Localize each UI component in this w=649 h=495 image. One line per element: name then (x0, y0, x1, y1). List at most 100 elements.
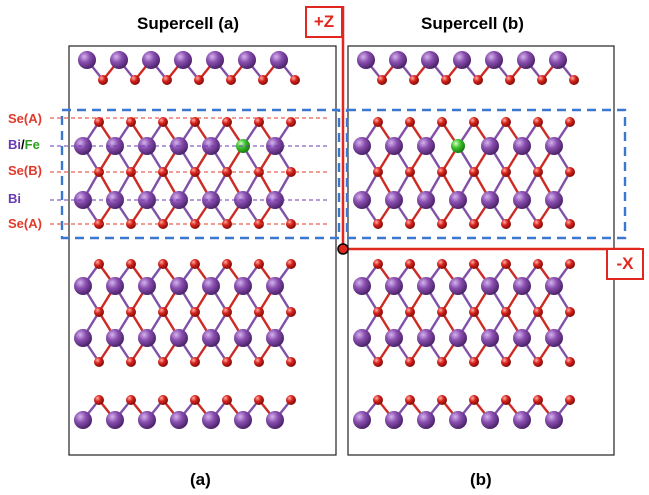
bi-atom (353, 137, 371, 155)
label-slash: / (21, 137, 25, 152)
bi-atom (138, 329, 156, 347)
bi-atom (202, 411, 220, 429)
se-atom (254, 167, 264, 177)
bi-atom (421, 51, 439, 69)
bi-atom (106, 277, 124, 295)
bi-atom (170, 329, 188, 347)
bi-atom (417, 411, 435, 429)
se-atom (94, 307, 104, 317)
bi-atom (234, 277, 252, 295)
se-atom (565, 117, 575, 127)
panel-b-caption: (b) (470, 470, 492, 489)
bi-atom (385, 191, 403, 209)
se-atom (437, 259, 447, 269)
se-atom (222, 117, 232, 127)
se-atom (565, 395, 575, 405)
se-atom (254, 117, 264, 127)
se-atom (469, 219, 479, 229)
bi-atom (449, 277, 467, 295)
se-atom (126, 395, 136, 405)
se-atom (190, 167, 200, 177)
se-atom (501, 259, 511, 269)
se-atom (565, 357, 575, 367)
bi-atom (266, 277, 284, 295)
label-se-a-bottom: Se(A) (8, 216, 42, 231)
bi-atom (202, 277, 220, 295)
bi-atom (357, 51, 375, 69)
label-bi-part: Bi (8, 137, 21, 152)
se-atom (501, 395, 511, 405)
bi-atom (170, 411, 188, 429)
bi-atom (385, 329, 403, 347)
se-atom (377, 75, 387, 85)
se-atom (533, 357, 543, 367)
supercell-a-frame (68, 45, 337, 456)
se-atom (222, 357, 232, 367)
bi-atom (234, 411, 252, 429)
se-atom (94, 117, 104, 127)
bi-atom (517, 51, 535, 69)
se-atom (158, 307, 168, 317)
se-atom (94, 357, 104, 367)
se-atom (286, 395, 296, 405)
se-atom (158, 117, 168, 127)
bi-atom (513, 411, 531, 429)
bi-atom (206, 51, 224, 69)
bi-atom (385, 411, 403, 429)
se-atom (473, 75, 483, 85)
bi-atom (481, 329, 499, 347)
se-atom (226, 75, 236, 85)
se-atom (565, 259, 575, 269)
se-atom (565, 167, 575, 177)
se-atom (469, 259, 479, 269)
bi-atom (545, 191, 563, 209)
se-atom (533, 117, 543, 127)
se-atom (373, 259, 383, 269)
se-atom (501, 167, 511, 177)
bi-atom (174, 51, 192, 69)
se-atom (190, 357, 200, 367)
bi-atom (238, 51, 256, 69)
se-atom (254, 219, 264, 229)
se-atom (162, 75, 172, 85)
se-atom (126, 117, 136, 127)
bi-atom (449, 329, 467, 347)
se-atom (405, 357, 415, 367)
bi-atom (513, 191, 531, 209)
bi-atom (389, 51, 407, 69)
se-atom (469, 357, 479, 367)
se-atom (469, 307, 479, 317)
label-se-a-top: Se(A) (8, 111, 42, 126)
se-atom (373, 219, 383, 229)
se-atom (437, 219, 447, 229)
se-atom (286, 259, 296, 269)
se-atom (565, 219, 575, 229)
se-atom (437, 307, 447, 317)
bi-atom (417, 329, 435, 347)
bi-atom (138, 277, 156, 295)
se-atom (158, 357, 168, 367)
bi-atom (106, 411, 124, 429)
bi-atom (549, 51, 567, 69)
bi-atom (142, 51, 160, 69)
se-atom (254, 395, 264, 405)
se-atom (409, 75, 419, 85)
bi-atom (74, 277, 92, 295)
se-atom (286, 307, 296, 317)
bi-atom (74, 411, 92, 429)
x-axis-label: -X (606, 248, 644, 280)
se-atom (405, 395, 415, 405)
bi-atom (385, 137, 403, 155)
se-atom (373, 395, 383, 405)
bi-atom (513, 329, 531, 347)
bi-atom (106, 329, 124, 347)
bi-atom (74, 329, 92, 347)
bi-atom (481, 137, 499, 155)
se-atom (537, 75, 547, 85)
se-atom (222, 307, 232, 317)
se-atom (501, 219, 511, 229)
bi-atom (353, 277, 371, 295)
bi-atom (385, 277, 403, 295)
bi-atom (545, 137, 563, 155)
